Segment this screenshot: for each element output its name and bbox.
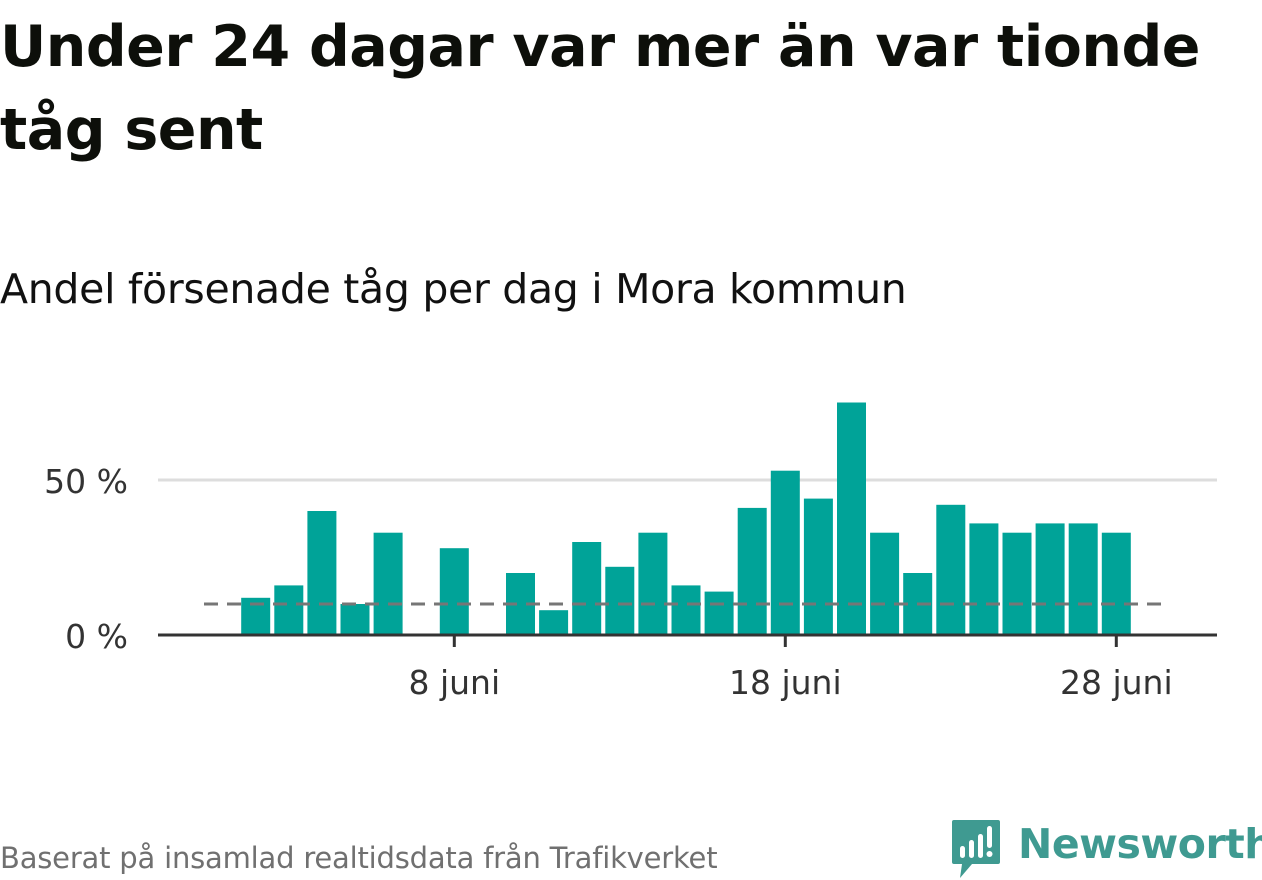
bar [1101, 532, 1131, 635]
axis-labels: 0 % 50 % 8 juni 18 juni 28 juni [44, 462, 1172, 702]
bar [572, 542, 602, 635]
bar [439, 548, 469, 635]
bar [969, 523, 999, 635]
bar [1068, 523, 1098, 635]
bar [638, 532, 668, 635]
x-axis [158, 633, 1217, 647]
brand-name: Newsworthy [1018, 820, 1262, 868]
bar-chart-icon [952, 820, 1000, 878]
bar-chart: 0 % 50 % 8 juni 18 juni 28 juni [44, 402, 1217, 702]
bar [1035, 523, 1065, 635]
x-tick-label: 8 juni [408, 663, 500, 702]
y-tick-label: 50 % [44, 462, 128, 501]
bar [671, 585, 701, 635]
newsworthy-logo[interactable]: Newsworthy [950, 818, 1262, 880]
source-note: Baserat på insamlad realtidsdata från Tr… [0, 841, 718, 875]
bar [307, 511, 337, 635]
bar [704, 591, 734, 635]
bar [340, 604, 370, 635]
bar [373, 532, 403, 635]
y-tick-label: 0 % [65, 617, 128, 656]
x-tick-label: 28 juni [1060, 663, 1173, 702]
bar [837, 402, 866, 635]
bar-series [241, 402, 1131, 635]
bar [803, 498, 833, 635]
bar [1002, 532, 1032, 635]
x-tick-label: 18 juni [729, 663, 842, 702]
bar [274, 585, 304, 635]
bar [539, 610, 569, 635]
bar [605, 566, 635, 635]
bar [870, 532, 900, 635]
chart-subtitle: Andel försenade tåg per dag i Mora kommu… [0, 265, 907, 313]
page-title: Under 24 dagar var mer än var tionde tåg… [0, 14, 1200, 163]
bar [737, 507, 767, 635]
bar [936, 504, 966, 635]
bar [770, 470, 800, 635]
